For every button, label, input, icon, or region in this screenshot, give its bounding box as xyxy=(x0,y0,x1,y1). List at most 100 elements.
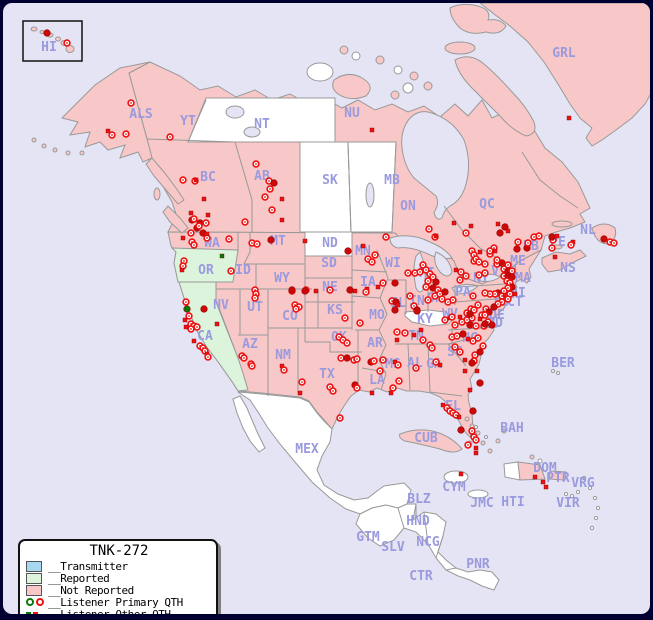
marker-listener-primary-qth-red-circle xyxy=(508,267,516,275)
region-label-CA: CA xyxy=(197,329,213,344)
marker-listener-primary-qth-red-circle xyxy=(456,276,464,284)
aleutian-islet xyxy=(65,150,71,156)
marker-listener-primary-qth-red-circle xyxy=(382,233,390,241)
marker-listener-primary-qth-red-circle xyxy=(202,219,210,227)
marker-listener-primary-qth-red-circle xyxy=(393,328,401,336)
marker-listener-primary-qth-red-circle xyxy=(261,193,269,201)
marker-listener-red-dot xyxy=(441,288,449,296)
marker-listener-other-qth-red-square xyxy=(369,390,375,396)
island-banks xyxy=(306,62,334,82)
marker-listener-other-qth-red-square xyxy=(302,238,308,244)
marker-listener-red-dot xyxy=(548,233,556,241)
region-label-MA: MA xyxy=(515,271,531,286)
marker-listener-red-dot xyxy=(391,306,399,314)
marker-listener-primary-qth-red-circle xyxy=(343,339,351,347)
marker-listener-primary-qth-red-circle xyxy=(336,414,344,422)
alaska-panhandle xyxy=(145,157,185,205)
red-circle-swatch xyxy=(36,598,44,606)
marker-listener-other-qth-red-square xyxy=(492,248,498,254)
marker-listener-other-qth-red-square xyxy=(566,115,572,121)
marker-listener-primary-qth-red-circle xyxy=(479,342,487,350)
legend-item-circles: __Listener Primary QTH xyxy=(26,596,212,609)
region-label-TX: TX xyxy=(319,367,335,382)
region-label-MT: MT xyxy=(270,234,286,249)
region-label-NM: NM xyxy=(275,348,291,363)
marker-listener-other-qth-red-square xyxy=(182,317,188,323)
arctic-islet xyxy=(409,71,419,81)
legend-items: __Transmitter __Reported __Not Reported __L… xyxy=(26,560,212,614)
bermuda-islets xyxy=(551,369,560,375)
marker-listener-primary-qth-red-circle xyxy=(265,177,273,185)
listener-markers-layer xyxy=(43,29,618,490)
marker-listener-other-qth-red-square xyxy=(540,479,546,485)
region-label-OR: OR xyxy=(198,263,214,278)
region-label-CO: CO xyxy=(282,309,298,324)
marker-listener-other-qth-red-square xyxy=(279,196,285,202)
marker-listener-red-dot xyxy=(488,321,496,329)
marker-listener-red-dot xyxy=(270,179,278,187)
marker-listener-primary-qth-red-circle xyxy=(567,241,575,249)
marker-listener-other-qth-red-square xyxy=(433,233,439,239)
legend-swatch xyxy=(26,598,48,606)
baja-california xyxy=(232,395,266,453)
region-label-IA: IA xyxy=(360,275,376,290)
marker-listener-other-qth-red-square xyxy=(477,316,483,322)
marker-listener-primary-qth-red-circle xyxy=(412,364,420,372)
marker-listener-other-qth-red-square xyxy=(395,302,401,308)
marker-listener-primary-qth-red-circle xyxy=(451,343,459,351)
marker-listener-other-qth-red-square xyxy=(462,368,468,374)
landmass-mexico xyxy=(237,391,412,515)
marker-listener-primary-qth-red-circle xyxy=(225,235,233,243)
marker-listener-primary-qth-red-circle xyxy=(464,441,472,449)
aleutian-islet xyxy=(79,150,85,156)
marker-listener-primary-qth-red-circle xyxy=(353,355,361,363)
marker-listener-primary-qth-red-circle xyxy=(524,239,532,247)
marker-listener-primary-qth-red-circle xyxy=(481,260,489,268)
marker-listener-other-qth-red-square xyxy=(457,314,463,320)
region-label-AR: AR xyxy=(367,336,383,351)
marker-listener-red-dot xyxy=(413,307,421,315)
arctic-islet xyxy=(351,51,361,61)
region-label-GRL: GRL xyxy=(552,46,576,61)
legend-item-squares: __Listener Other QTH xyxy=(26,608,212,614)
region-label-CUB: CUB xyxy=(414,431,438,446)
region-label-KY: KY xyxy=(417,312,433,327)
region-label-DE: DE xyxy=(489,308,505,323)
marker-listener-red-dot xyxy=(267,236,275,244)
marker-listener-other-qth-red-square xyxy=(451,220,457,226)
marker-listener-other-qth-red-square xyxy=(193,177,199,183)
region-label-BER: BER xyxy=(551,356,575,371)
marker-listener-red-dot xyxy=(200,305,208,313)
lake-winnipeg xyxy=(365,182,375,208)
marker-listener-primary-qth-red-circle xyxy=(548,244,556,252)
marker-listener-primary-qth-red-circle xyxy=(251,294,259,302)
lesser-antilles-islets xyxy=(563,475,601,531)
marker-listener-primary-qth-red-circle xyxy=(166,133,174,141)
marker-listener-primary-qth-red-circle xyxy=(326,286,334,294)
marker-listener-primary-qth-red-circle xyxy=(395,377,403,385)
region-label-HI: HI xyxy=(41,40,57,55)
marker-listener-primary-qth-red-circle xyxy=(474,334,482,342)
island-vancouver xyxy=(162,205,189,234)
marker-listener-other-qth-red-square xyxy=(473,445,479,451)
marker-listener-primary-qth-red-circle xyxy=(451,321,459,329)
region-label-MEX: MEX xyxy=(295,442,319,457)
marker-listener-primary-qth-red-circle xyxy=(376,367,384,375)
marker-listener-primary-qth-red-circle xyxy=(371,251,379,259)
marker-listener-red-dot xyxy=(468,359,476,367)
marker-listener-green-dot xyxy=(183,305,191,313)
region-label-CTR: CTR xyxy=(409,569,433,584)
marker-listener-other-qth-red-square xyxy=(552,254,558,260)
marker-listener-other-qth-red-square xyxy=(458,471,464,477)
marker-listener-other-qth-red-square xyxy=(105,128,111,134)
marker-listener-primary-qth-red-circle xyxy=(122,130,130,138)
marker-listener-primary-qth-red-circle xyxy=(266,185,274,193)
marker-listener-other-qth-red-square xyxy=(512,291,518,297)
region-label-NU: NU xyxy=(344,106,360,121)
marker-listener-primary-qth-red-circle xyxy=(448,313,456,321)
marker-listener-other-qth-red-square xyxy=(183,324,189,330)
region-label-NS: NS xyxy=(560,261,576,276)
region-label-WI: WI xyxy=(385,256,401,271)
marker-listener-primary-qth-red-circle xyxy=(329,387,337,395)
marker-listener-red-dot xyxy=(391,279,399,287)
